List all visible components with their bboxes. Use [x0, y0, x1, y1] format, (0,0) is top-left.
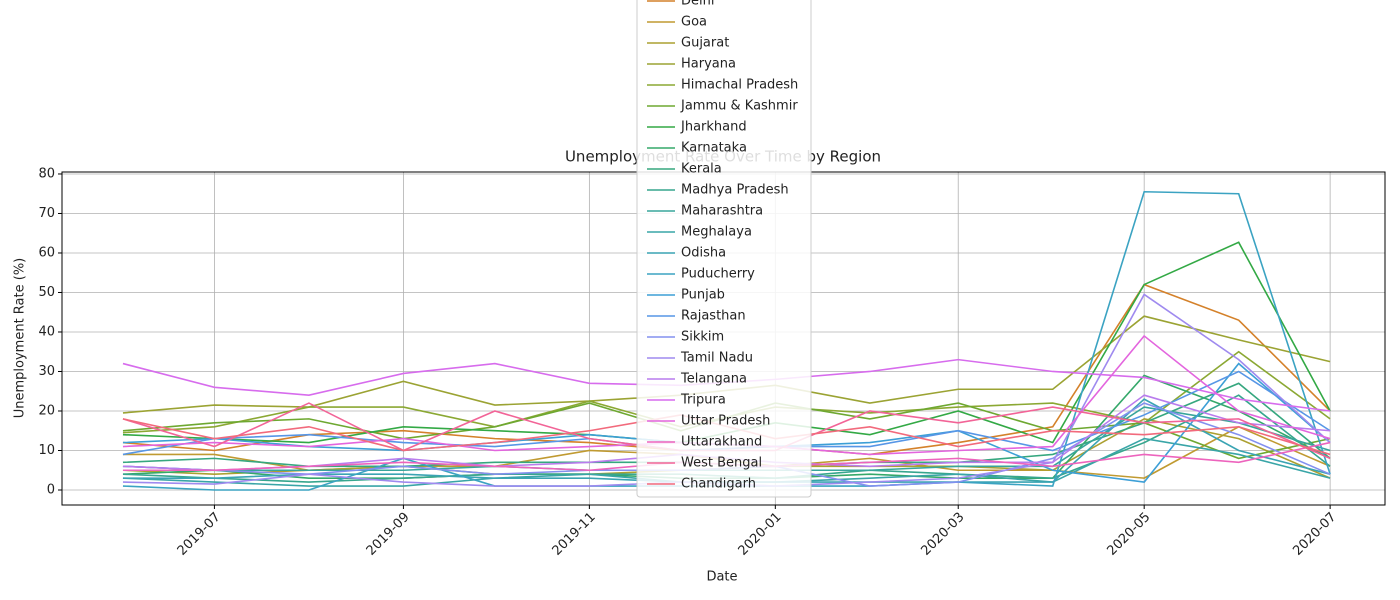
legend: Delhi Goa Gujarat Haryana Himachal Pradesh Ja…: [636, 0, 812, 498]
legend-label: Tripura: [680, 393, 726, 408]
legend-label: Jharkhand: [680, 120, 747, 135]
legend-label: Kerala: [681, 162, 722, 177]
y-tick-label: 10: [38, 443, 55, 458]
x-tick-label: 2020-07: [1290, 510, 1339, 559]
legend-box: [636, 0, 812, 498]
x-tick-label: 2020-05: [1104, 510, 1153, 559]
legend-label: Maharashtra: [681, 204, 763, 219]
x-tick-label: 2019-11: [550, 510, 599, 559]
legend-label: Haryana: [681, 57, 736, 72]
legend-label: Tamil Nadu: [680, 351, 753, 366]
y-tick-label: 70: [38, 206, 55, 221]
x-tick-label: 2020-03: [919, 510, 968, 559]
y-tick-label: 80: [38, 166, 55, 181]
legend-label: Punjab: [681, 288, 725, 303]
y-tick-label: 50: [38, 285, 55, 300]
legend-label: Gujarat: [681, 36, 729, 51]
legend-label: Chandigarh: [681, 477, 756, 492]
y-tick-label: 40: [38, 324, 55, 339]
legend-label: Uttarakhand: [681, 435, 762, 450]
y-tick-label: 60: [38, 245, 55, 260]
legend-label: West Bengal: [681, 456, 762, 471]
legend-label: Madhya Pradesh: [681, 183, 789, 198]
x-tick-label: 2019-09: [364, 510, 413, 559]
legend-label: Uttar Pradesh: [681, 414, 770, 429]
legend-label: Odisha: [681, 246, 726, 261]
legend-label: Sikkim: [681, 330, 724, 345]
y-tick-label: 30: [38, 364, 55, 379]
legend-label: Karnataka: [681, 141, 747, 156]
legend-label: Delhi: [681, 0, 714, 9]
legend-label: Rajasthan: [681, 309, 746, 324]
legend-label: Meghalaya: [681, 225, 752, 240]
x-tick-label: 2020-01: [736, 510, 785, 559]
x-axis-label: Date: [706, 570, 737, 585]
legend-label: Puducherry: [681, 267, 755, 282]
y-tick-label: 20: [38, 403, 55, 418]
legend-label: Jammu & Kashmir: [680, 99, 798, 114]
legend-label: Himachal Pradesh: [681, 78, 798, 93]
legend-label: Goa: [681, 15, 707, 30]
y-axis-label: Unemployment Rate (%): [13, 258, 28, 419]
y-tick-label: 0: [47, 482, 55, 497]
x-tick-label: 2019-07: [175, 510, 224, 559]
legend-label: Telangana: [680, 372, 747, 387]
